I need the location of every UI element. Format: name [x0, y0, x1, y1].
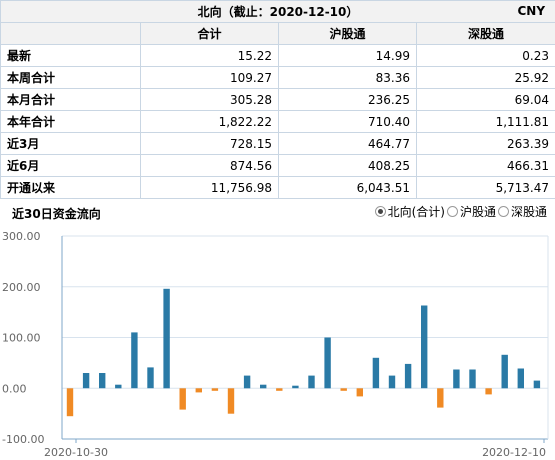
bar: [211, 388, 219, 391]
bar: [453, 369, 460, 389]
column-header-total: 合计: [140, 22, 279, 45]
value-total: 1,822.22: [140, 110, 279, 133]
bar: [372, 357, 380, 389]
bar: [163, 288, 170, 389]
row-label: 开通以来: [0, 176, 141, 199]
value-total: 874.56: [140, 154, 279, 177]
row-label: 近3月: [0, 132, 141, 155]
value-sz: 466.31: [415, 154, 555, 177]
value-sh: 464.77: [278, 132, 417, 155]
x-tick-label: 2020-12-10: [482, 446, 546, 459]
y-tick-label: 300.00: [2, 230, 41, 243]
row-label: 最新: [0, 44, 141, 67]
table-row: 本年合计 1,822.22 710.40 1,111.81: [0, 110, 555, 133]
series-selector: 北向(合计) 沪股通 深股通: [374, 203, 547, 220]
bar: [243, 375, 251, 389]
bar: [131, 332, 138, 389]
bar: [66, 388, 74, 417]
table-row: 开通以来 11,756.98 6,043.51 5,713.47: [0, 176, 555, 199]
y-tick-label: 200.00: [2, 281, 41, 294]
value-total: 305.28: [140, 88, 279, 111]
value-sz: 1,111.81: [415, 110, 555, 133]
bar: [533, 380, 541, 389]
value-sz: 25.92: [415, 66, 555, 89]
radio-unselected-icon: [497, 206, 509, 217]
table-row: 近3月 728.15 464.77 263.39: [0, 132, 555, 155]
summary-title: 北向（截止：2020-12-10）: [197, 5, 359, 19]
table-row: 本周合计 109.27 83.36 25.92: [0, 66, 555, 89]
bar: [147, 367, 154, 389]
summary-title-cell: 北向（截止：2020-12-10） CNY: [0, 0, 555, 23]
row-label: 本周合计: [0, 66, 141, 89]
table-row: 最新 15.22 14.99 0.23: [0, 44, 555, 67]
value-total: 15.22: [140, 44, 279, 67]
radio-label: 深股通: [510, 205, 547, 219]
radio-northbound-total[interactable]: 北向(合计): [374, 203, 445, 220]
currency-label: CNY: [517, 4, 546, 18]
radio-shanghai-connect[interactable]: 沪股通: [446, 203, 496, 220]
bar: [260, 384, 267, 389]
value-sz: 5,713.47: [415, 176, 555, 199]
bar: [292, 385, 299, 389]
empty-header: [0, 22, 141, 45]
value-sh: 710.40: [278, 110, 417, 133]
y-tick-label: 100.00: [2, 332, 41, 345]
bar: [308, 375, 315, 389]
value-sh: 14.99: [278, 44, 417, 67]
table-row: 近6月 874.56 408.25 466.31: [0, 154, 555, 177]
row-label: 近6月: [0, 154, 141, 177]
chart-title: 近30日资金流向: [12, 207, 101, 221]
bar: [421, 305, 428, 389]
bar: [276, 388, 283, 391]
table-row: 本月合计 305.28 236.25 69.04: [0, 88, 555, 111]
bar: [469, 369, 476, 389]
value-sz: 263.39: [415, 132, 555, 155]
value-total: 728.15: [140, 132, 279, 155]
y-tick-label: -100.00: [2, 433, 44, 446]
bar: [404, 363, 412, 389]
bar: [517, 368, 524, 389]
y-tick-label: 0.00: [2, 382, 27, 395]
radio-shenzhen-connect[interactable]: 深股通: [497, 203, 547, 220]
bar: [340, 388, 347, 391]
bar: [501, 354, 508, 389]
bar: [82, 373, 90, 389]
column-header-sz: 深股通: [415, 22, 555, 45]
value-sh: 83.36: [278, 66, 417, 89]
bar: [485, 388, 492, 395]
bar: [227, 388, 235, 414]
column-header-row: 合计 沪股通 深股通: [0, 22, 555, 45]
bar: [324, 337, 331, 389]
bar: [388, 375, 396, 389]
bar: [179, 388, 186, 410]
value-sh: 236.25: [278, 88, 417, 111]
value-sh: 408.25: [278, 154, 417, 177]
value-total: 109.27: [140, 66, 279, 89]
row-label: 本月合计: [0, 88, 141, 111]
x-tick-label: 2020-10-30: [44, 446, 108, 459]
summary-table: 北向（截止：2020-12-10） CNY 合计 沪股通 深股通 最新 15.2…: [0, 0, 555, 199]
chart-header: 近30日资金流向 北向(合计) 沪股通 深股通: [0, 193, 555, 221]
radio-label: 北向(合计): [387, 205, 445, 219]
bar: [99, 373, 106, 389]
row-label: 本年合计: [0, 110, 141, 133]
radio-selected-icon: [374, 206, 386, 217]
bar: [115, 384, 122, 389]
value-sz: 69.04: [415, 88, 555, 111]
radio-label: 沪股通: [459, 205, 496, 219]
radio-unselected-icon: [446, 206, 458, 217]
bar: [195, 388, 202, 393]
value-sh: 6,043.51: [278, 176, 417, 199]
bar: [356, 388, 363, 397]
bar: [437, 388, 444, 408]
value-sz: 0.23: [415, 44, 555, 67]
column-header-sh: 沪股通: [278, 22, 417, 45]
